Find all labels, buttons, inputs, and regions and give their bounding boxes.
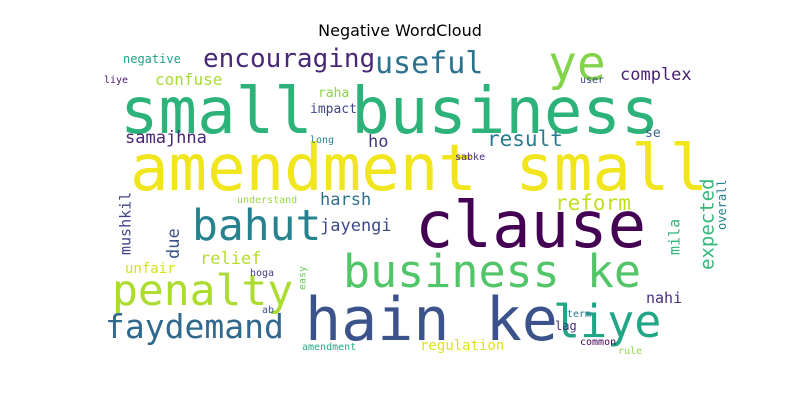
word-unfair-26: unfair [125, 261, 176, 277]
word-understand-39: understand [237, 195, 297, 206]
word-raha-32: raha [318, 86, 349, 101]
word-easy-40: easy [298, 266, 309, 290]
word-jayengi-18: jayengi [320, 216, 392, 236]
word-common-34: common [580, 337, 616, 348]
word-hoga-41: hoga [250, 268, 274, 279]
chart-title: Negative WordCloud [318, 21, 482, 40]
word-clause-2: clause [415, 189, 646, 263]
word-harsh-17: harsh [320, 190, 371, 210]
word-mushkil-22: mushkil [116, 192, 134, 255]
word-ho-20: ho [368, 132, 388, 152]
word-small-business-0: small business [120, 75, 659, 149]
word-lag-29: lag [555, 319, 577, 333]
word-rule-45: rule [618, 346, 642, 357]
word-penalty-7: penalty [112, 266, 293, 316]
word-user-36: user [580, 75, 604, 86]
word-regulation-27: regulation [420, 338, 504, 354]
word-result-12: result [487, 127, 563, 151]
word-faydemand-8: faydemand [105, 307, 284, 346]
word-confuse-24: confuse [155, 70, 222, 89]
word-reform-13: reform [555, 191, 631, 215]
word-expected-14: expected [696, 178, 718, 270]
word-amendment-small-1: amendment small [130, 132, 708, 206]
word-ab-42: ab [262, 305, 274, 316]
word-ye-9: ye [548, 36, 606, 92]
word-encouraging-11: encouraging [203, 44, 375, 74]
word-business-ke-4: business ke [343, 245, 641, 298]
word-hain-ke-3: hain ke [305, 285, 558, 355]
word-term-44: term [567, 309, 591, 320]
word-liye-35: liye [104, 75, 128, 86]
word-nahi-25: nahi [646, 289, 682, 307]
word-samajhna-19: samajhna [125, 128, 207, 148]
word-mila-23: mila [665, 219, 683, 255]
word-due-21: due [164, 228, 184, 259]
word-negative-28: negative [123, 52, 181, 66]
word-relief-16: relief [200, 249, 261, 269]
word-sabke-38: sabke [455, 152, 485, 163]
word-complex-15: complex [620, 65, 692, 85]
word-liye-5: liye [553, 295, 661, 348]
word-overall-30: overall [715, 179, 729, 230]
word-bahut-6: bahut [192, 201, 321, 251]
word-se-33: se [645, 126, 661, 141]
word-useful-10: useful [375, 46, 483, 81]
word-amendment-43: amendment [302, 342, 356, 353]
word-impact-31: impact [310, 102, 357, 117]
word-long-37: long [310, 135, 334, 146]
